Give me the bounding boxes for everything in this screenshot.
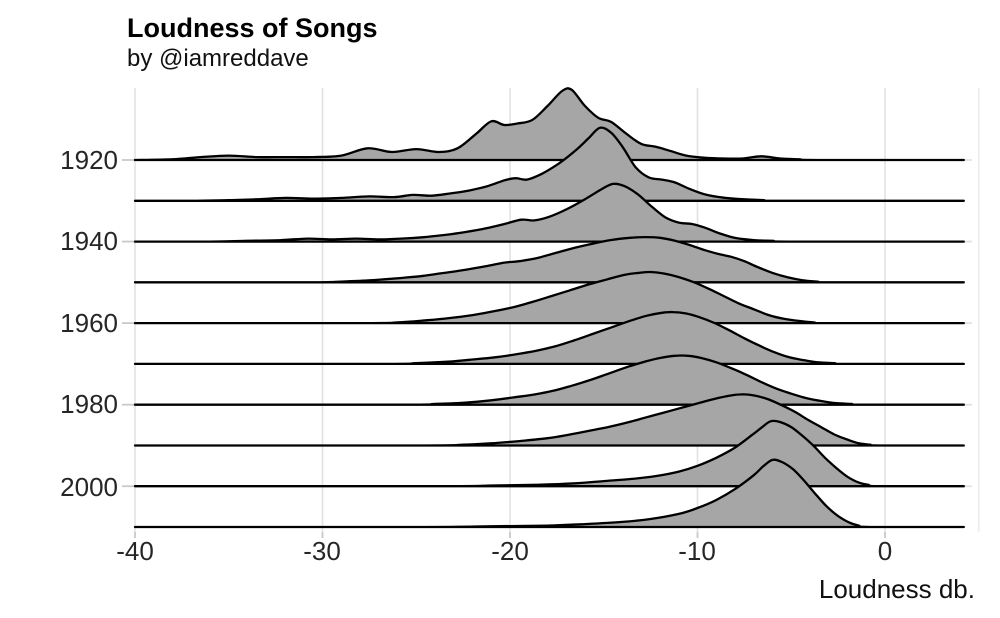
x-tick-label--20: -20 xyxy=(491,536,529,566)
chart-title: Loudness of Songs xyxy=(127,13,378,43)
ridge-1920 xyxy=(133,87,965,162)
ridge-2010 xyxy=(133,458,965,529)
ridge-1930 xyxy=(133,126,965,202)
y-tick-label-1980: 1980 xyxy=(60,389,118,419)
x-tick-label--30: -30 xyxy=(303,536,341,566)
y-tick-label-1920: 1920 xyxy=(60,145,118,175)
ridge-1950 xyxy=(133,235,965,284)
x-tick-label--10: -10 xyxy=(678,536,716,566)
y-tick-label-2000: 2000 xyxy=(60,472,118,502)
ridge-2000 xyxy=(133,419,965,488)
y-tick-label-1940: 1940 xyxy=(60,226,118,256)
y-tick-label-1960: 1960 xyxy=(60,308,118,338)
x-tick-label-0: 0 xyxy=(877,536,893,566)
ridge-1960 xyxy=(133,270,965,325)
ridge-1970 xyxy=(133,310,965,366)
chart-subtitle: by @iamreddave xyxy=(127,45,309,72)
ridge-1980 xyxy=(133,354,965,406)
x-axis-title: Loudness db. xyxy=(818,574,975,604)
x-tick-label--40: -40 xyxy=(116,536,154,566)
ridge-1940 xyxy=(133,182,965,243)
